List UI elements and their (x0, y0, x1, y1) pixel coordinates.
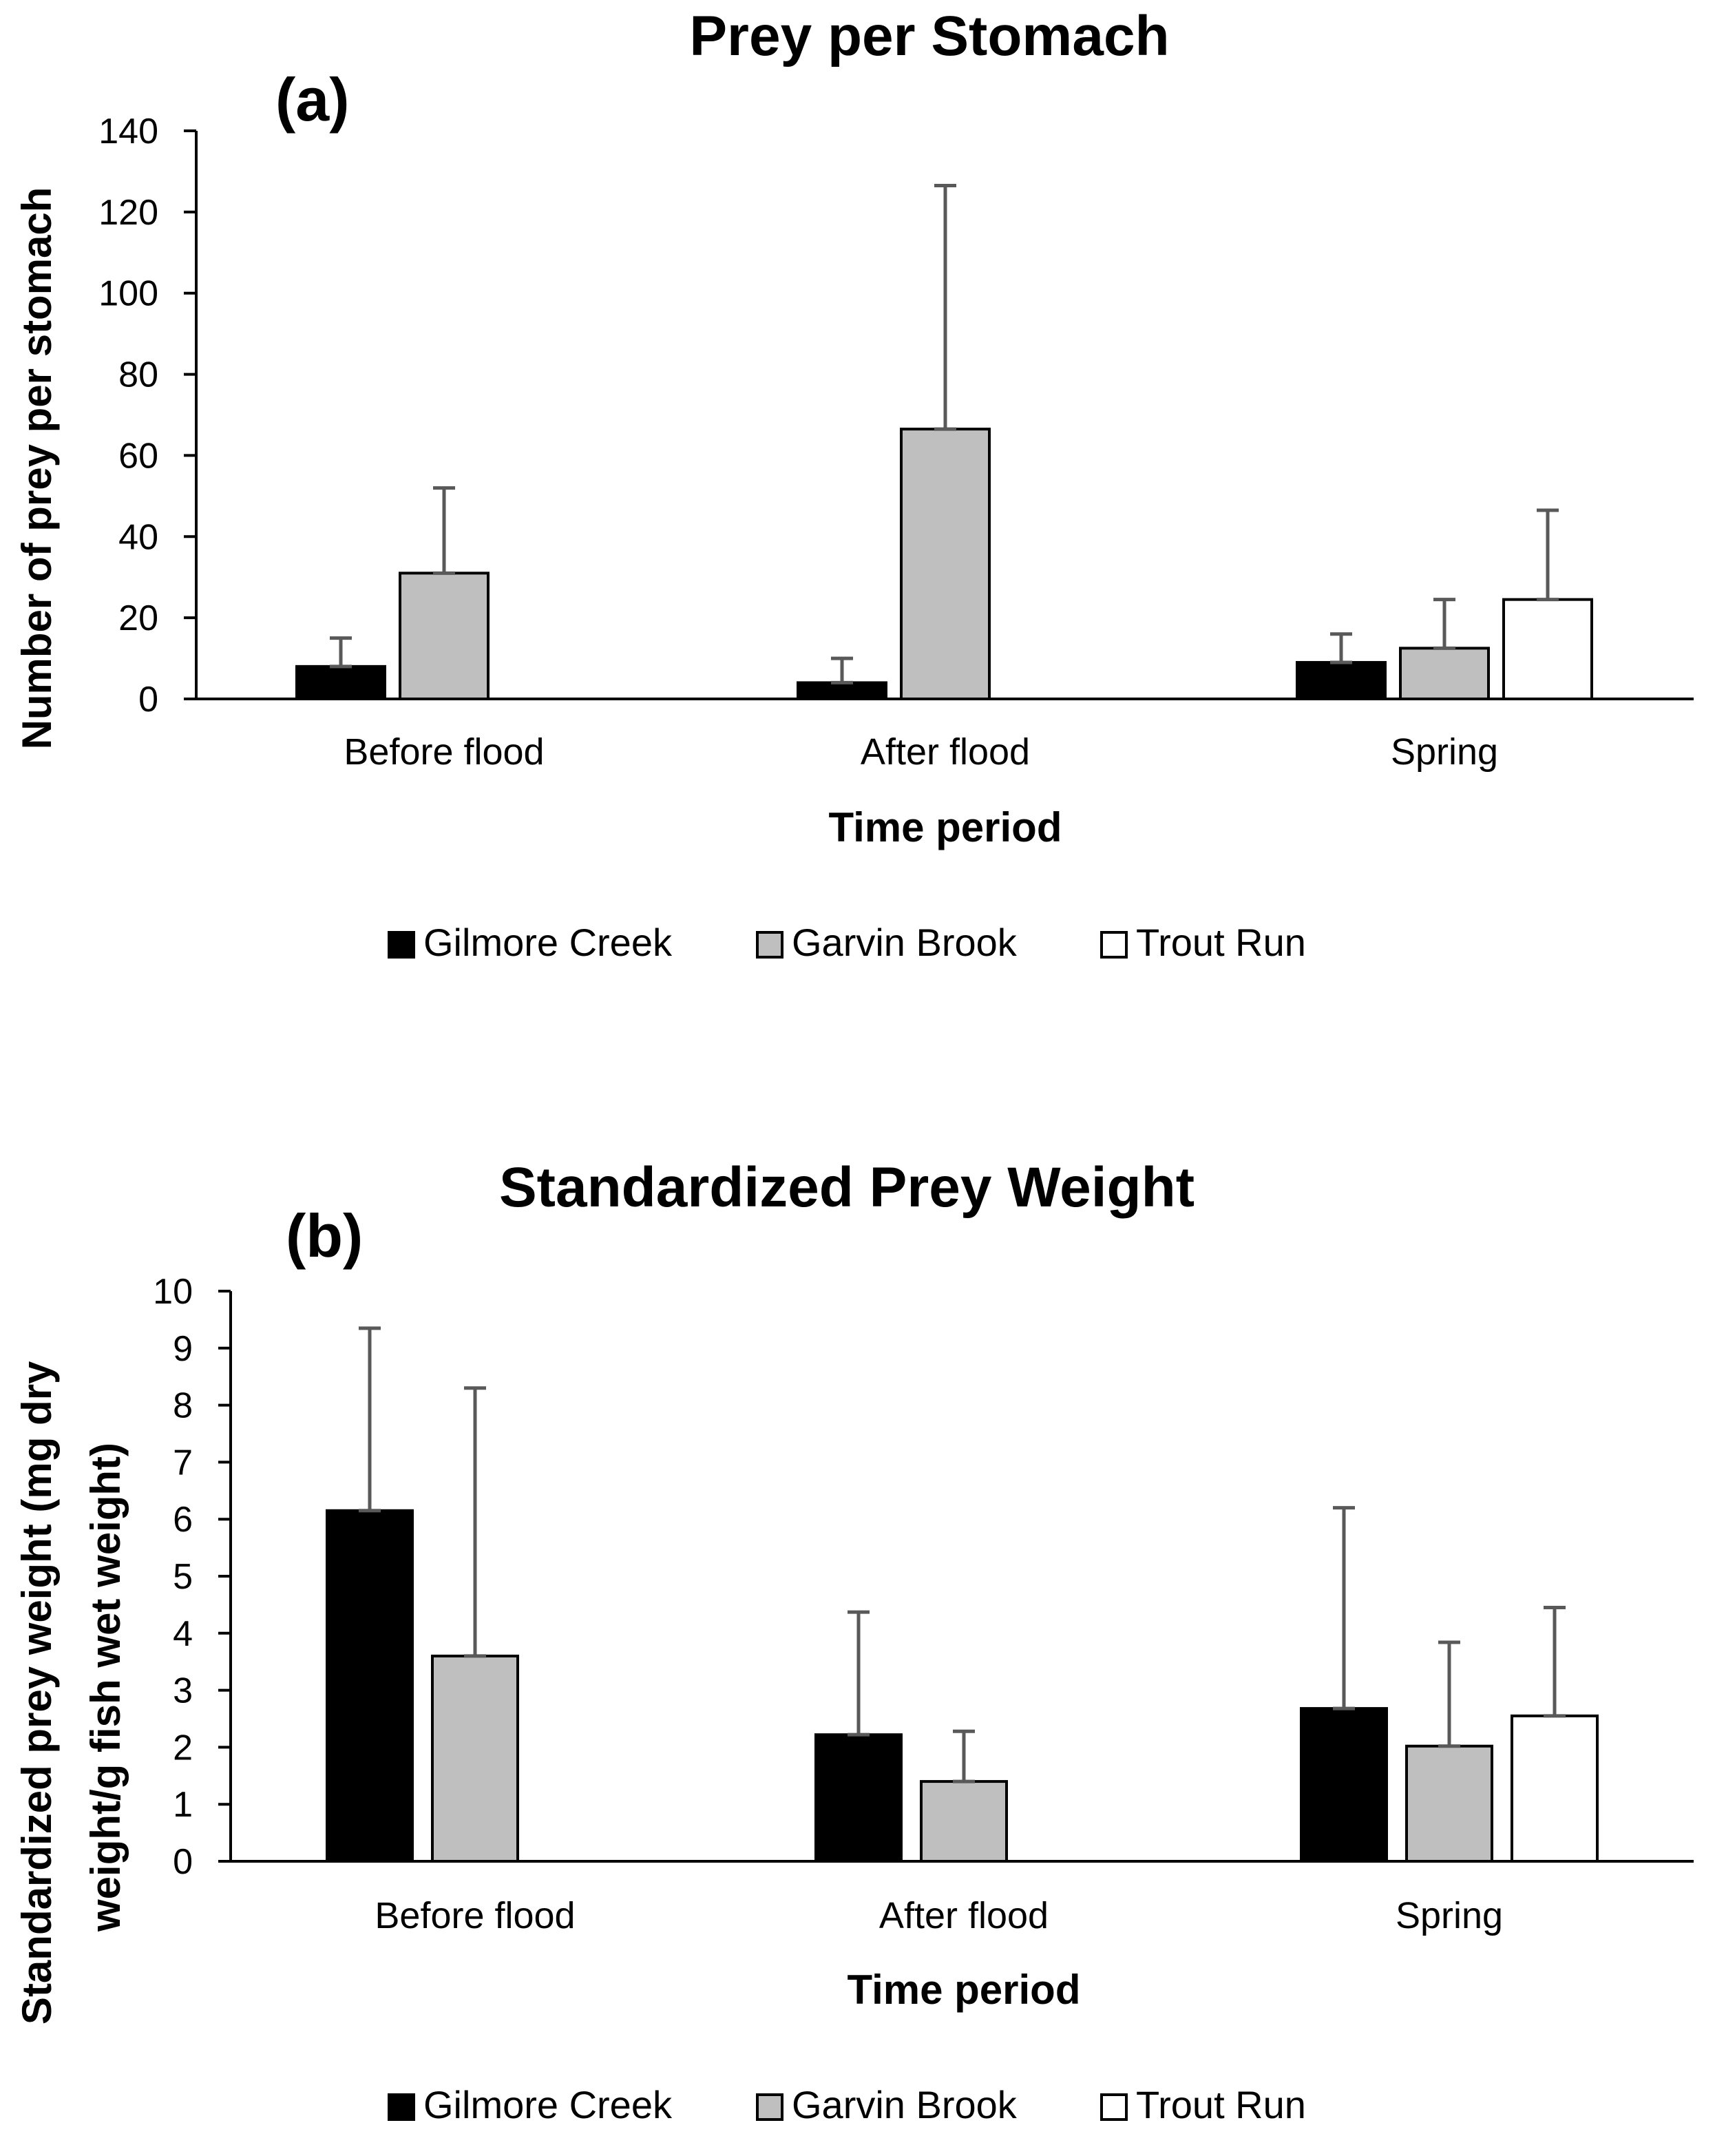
category-label: After flood (879, 1895, 1049, 1936)
y-tick-label: 5 (173, 1557, 193, 1597)
bar-trout-run (1511, 1714, 1599, 1863)
y-axis-title-b-line-1: Standardized prey weight (mg dry (14, 1361, 60, 2024)
x-axis-title-a: Time period (829, 804, 1062, 850)
error-bars-b (359, 1326, 1566, 1783)
bar-garvin-brook (1405, 1744, 1493, 1863)
y-tick-label: 9 (173, 1329, 193, 1369)
legend-label: Trout Run (1136, 2083, 1306, 2126)
legend-a: Gilmore Creek Garvin Brook Trout Run (388, 921, 1306, 964)
y-tick-label: 3 (173, 1671, 193, 1711)
panel-b: Standardized Prey Weight (b) 0 1 2 3 4 5 6 7 8 9 1… (14, 1156, 1694, 2126)
chart-title-a: Prey per Stomach (689, 5, 1169, 67)
y-tick-label: 100 (98, 274, 158, 314)
axes-a (195, 131, 1694, 700)
legend-swatch (756, 931, 783, 959)
bar-garvin-brook (900, 428, 991, 700)
bar-gilmore-creek (1300, 1707, 1388, 1863)
y-tick-label: 10 (153, 1272, 193, 1312)
bar-gilmore-creek (797, 681, 887, 701)
legend-swatch (388, 931, 415, 959)
y-tick-label: 60 (118, 436, 158, 476)
legend-label: Gilmore Creek (423, 921, 673, 964)
panel-label-b: (b) (286, 1202, 363, 1270)
legend-label: Trout Run (1136, 921, 1306, 964)
legend-label: Garvin Brook (792, 921, 1018, 964)
bars-b (326, 1509, 1599, 1863)
y-tick-label: 80 (118, 355, 158, 395)
axes-b (229, 1291, 1694, 1863)
legend-swatch (756, 2093, 783, 2121)
category-label: Before flood (344, 731, 544, 773)
legend-swatch (1100, 2093, 1128, 2121)
y-axis-title-b-line-2: weight/g fish wet weight) (83, 1443, 129, 1932)
y-tick-label: 2 (173, 1728, 193, 1768)
y-tick-label: 140 (98, 112, 158, 151)
legend-swatch (1100, 931, 1128, 959)
bar-garvin-brook (399, 572, 490, 700)
y-tick-label: 20 (118, 598, 158, 638)
y-tick-label: 6 (173, 1500, 193, 1540)
y-ticks-b: 0 1 2 3 4 5 6 7 8 9 10 (153, 1272, 231, 1882)
legend-label: Gilmore Creek (423, 2083, 673, 2126)
category-label: Spring (1391, 731, 1498, 773)
bar-trout-run (1502, 598, 1593, 700)
category-label: After flood (861, 731, 1030, 773)
bar-gilmore-creek (814, 1733, 903, 1863)
panel-a: Prey per Stomach (a) 020406080100120140 … (14, 5, 1694, 964)
y-tick-label: 8 (173, 1386, 193, 1426)
error-bars-a (330, 184, 1559, 684)
legend-label: Garvin Brook (792, 2083, 1018, 2126)
x-axis-title-b: Time period (848, 1967, 1081, 2013)
y-axis-title-a: Number of prey per stomach (14, 187, 60, 750)
bar-garvin-brook (431, 1654, 519, 1863)
y-tick-label: 120 (98, 193, 158, 233)
bar-gilmore-creek (326, 1509, 414, 1863)
y-tick-label: 1 (173, 1785, 193, 1825)
y-ticks-a: 0 20 40 60 80 100 120 140 (98, 112, 196, 720)
y-tick-label: 0 (138, 680, 158, 720)
y-tick-label: 7 (173, 1443, 193, 1483)
chart-title-b: Standardized Prey Weight (499, 1156, 1195, 1219)
legend-swatch (388, 2093, 415, 2121)
category-labels-b: Before flood After flood Spring (375, 1895, 1503, 1936)
legend-b: Gilmore Creek Garvin Brook Trout Run (388, 2083, 1306, 2126)
category-label: Spring (1396, 1895, 1503, 1936)
bar-garvin-brook (920, 1780, 1008, 1863)
category-label: Before flood (375, 1895, 575, 1936)
bar-gilmore-creek (295, 664, 386, 700)
bar-gilmore-creek (1296, 660, 1387, 701)
y-axis-title-b: Standardized prey weight (mg dry weight/… (14, 1350, 129, 2024)
category-labels-a: Before flood After flood Spring (344, 731, 1498, 773)
bars-a (295, 428, 1593, 701)
panel-label-a: (a) (275, 65, 350, 134)
bar-garvin-brook (1399, 647, 1490, 701)
y-tick-label: 4 (173, 1614, 193, 1654)
y-tick-label: 40 (118, 517, 158, 557)
y-tick-label: 0 (173, 1842, 193, 1882)
